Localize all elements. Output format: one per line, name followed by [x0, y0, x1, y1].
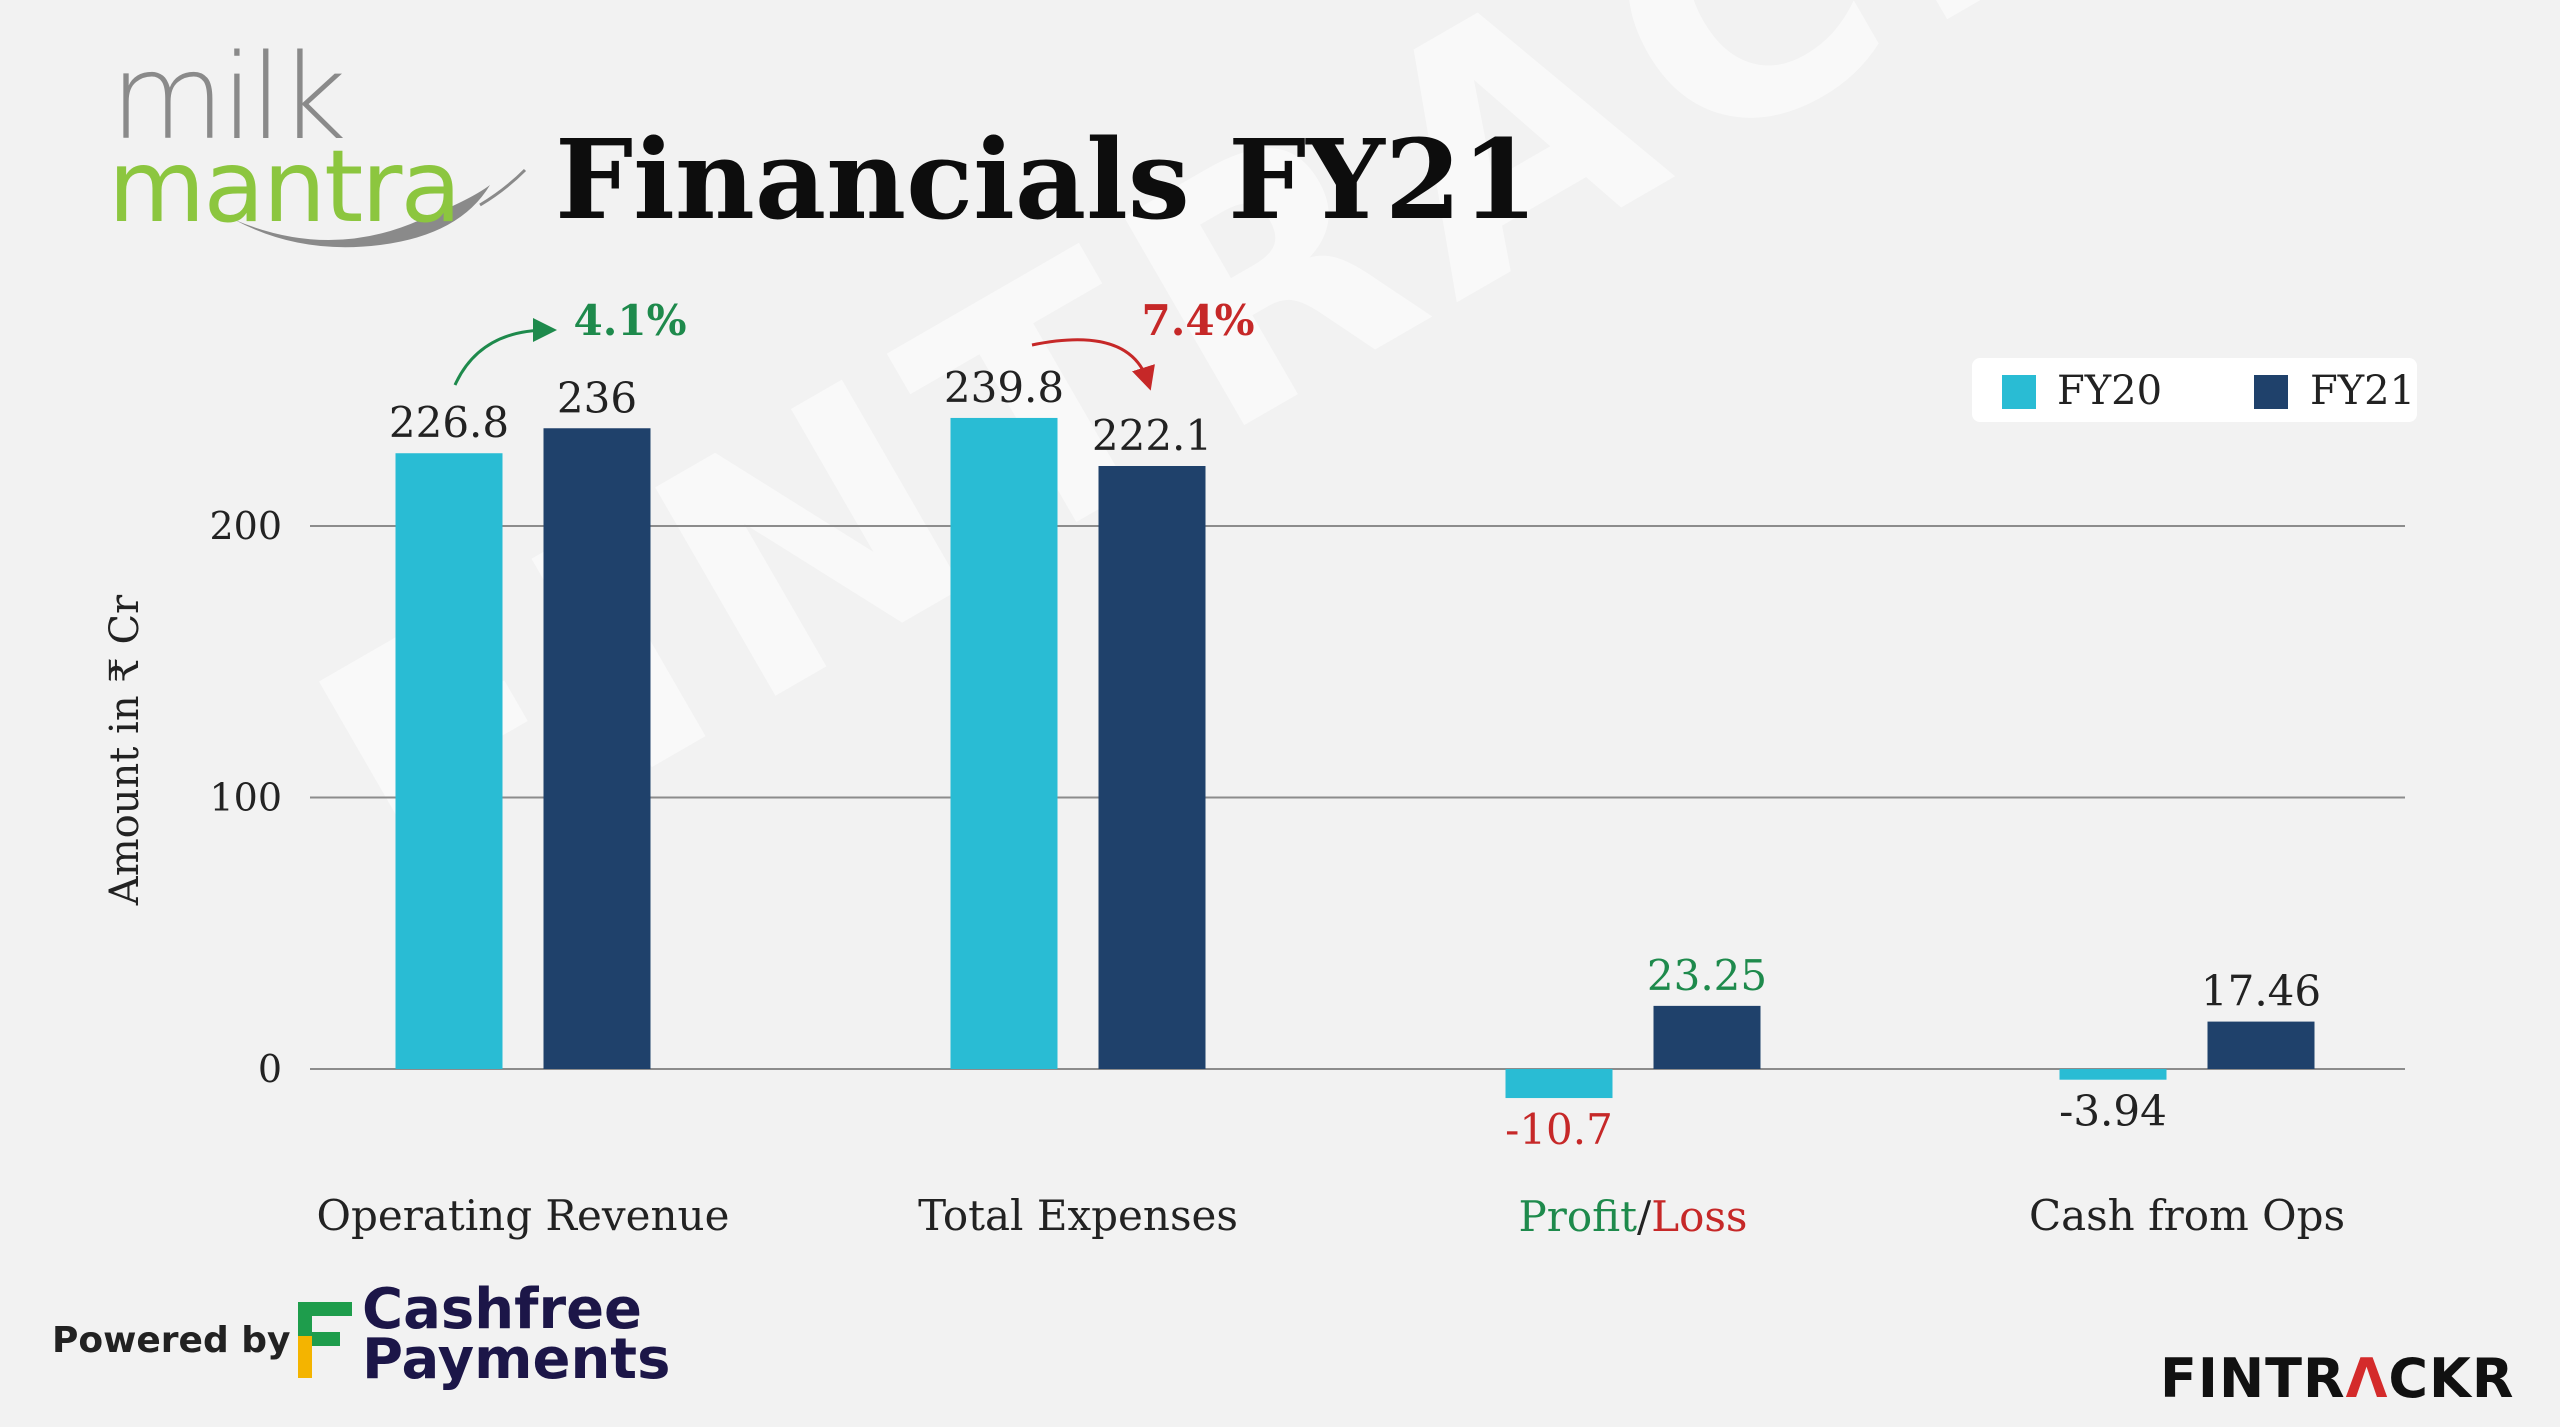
data-label-fy21-operating-revenue: 236	[557, 373, 637, 422]
chart-legend: FY20 FY21	[1972, 358, 2417, 422]
bar-fy20-cash-from-ops	[2059, 1069, 2167, 1080]
loss-word: Loss	[1651, 1192, 1748, 1241]
cashfree-logo-icon	[298, 1302, 352, 1378]
x-tick-label-operating-revenue: Operating Revenue	[317, 1191, 730, 1240]
annotation-expenses-decline: 7.4%	[1142, 296, 1255, 345]
fintrackr-part1: FINTR	[2160, 1347, 2346, 1410]
bar-fy20-operating-revenue	[395, 453, 503, 1069]
cashfree-line1: Cashfree	[362, 1277, 643, 1342]
x-tick-label-cash-from-ops: Cash from Ops	[2029, 1191, 2345, 1240]
data-label-fy20-total-expenses: 239.8	[944, 363, 1064, 412]
data-label-fy20-profit-loss: -10.7	[1505, 1105, 1613, 1154]
data-label-fy20-cash-from-ops: -3.94	[2059, 1087, 2167, 1136]
data-label-fy21-cash-from-ops: 17.46	[2201, 967, 2321, 1016]
fintrackr-highlight: Λ	[2345, 1347, 2389, 1410]
legend-swatch-fy21	[2254, 375, 2288, 409]
data-label-fy21-total-expenses: 222.1	[1092, 411, 1212, 460]
bar-fy21-cash-from-ops	[2207, 1021, 2315, 1069]
x-tick-label-profit-loss: Profit/Loss	[1519, 1192, 1748, 1241]
bar-fy20-profit-loss	[1505, 1069, 1613, 1099]
slash: /	[1637, 1192, 1652, 1241]
fintrackr-part2: CKR	[2388, 1347, 2515, 1410]
bar-fy20-total-expenses	[950, 417, 1058, 1069]
milkmantra-logo-milk: milk	[110, 28, 347, 166]
y-tick-label-100: 100	[209, 776, 282, 820]
milkmantra-logo-swoosh	[235, 168, 527, 248]
data-label-fy20-operating-revenue: 226.8	[389, 398, 509, 447]
fintrackr-logo: FINTRΛCKR	[2160, 1347, 2514, 1410]
cashfree-line2: Payments	[362, 1327, 671, 1392]
data-label-fy21-profit-loss: 23.25	[1647, 951, 1767, 1000]
bar-fy21-total-expenses	[1098, 465, 1206, 1069]
page-title: Financials FY21	[555, 115, 1538, 244]
legend-swatch-fy20	[2002, 375, 2036, 409]
growth-arrow-up	[453, 318, 557, 386]
y-tick-label-0: 0	[258, 1047, 282, 1091]
bar-fy21-operating-revenue	[543, 428, 651, 1069]
annotation-revenue-growth: 4.1%	[574, 296, 687, 345]
milkmantra-logo-mantra: mantra	[108, 128, 462, 245]
profit-word: Profit	[1518, 1192, 1638, 1241]
cashfree-logo-text: Cashfree Payments	[362, 1277, 671, 1392]
legend-label-fy21: FY21	[2310, 368, 2416, 414]
x-tick-label-total-expenses: Total Expenses	[918, 1191, 1238, 1240]
y-tick-label-200: 200	[209, 504, 282, 548]
powered-by-label: Powered by	[52, 1320, 291, 1361]
bar-fy21-profit-loss	[1653, 1005, 1761, 1069]
legend-label-fy20: FY20	[2057, 368, 2163, 414]
decline-arrow-down	[1031, 338, 1155, 391]
